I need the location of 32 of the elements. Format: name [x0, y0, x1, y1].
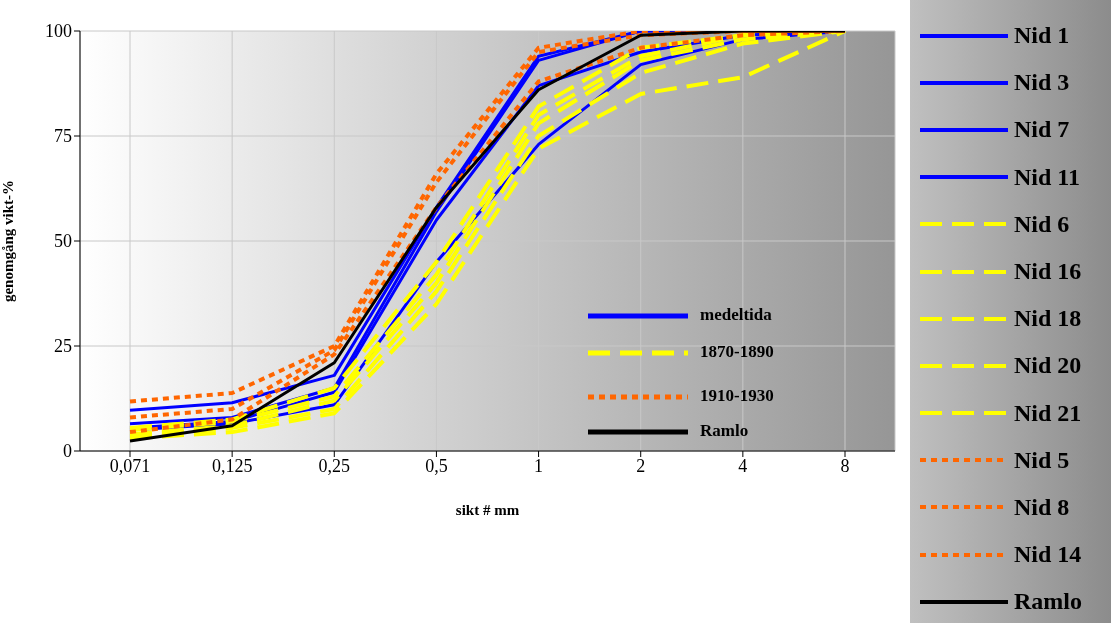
legend-label: Nid 8: [1014, 493, 1070, 521]
x-tick-label: 0,25: [318, 455, 351, 476]
x-tick-label: 8: [840, 455, 850, 476]
x-tick-label: 2: [636, 455, 646, 476]
legend-label: Nid 11: [1014, 163, 1081, 191]
legend-label: Nid 20: [1014, 352, 1082, 380]
legend-label: Nid 3: [1014, 69, 1070, 97]
legend-label: Nid 16: [1014, 258, 1082, 286]
legend-label: Nid 21: [1014, 399, 1082, 427]
x-tick-label: 0,125: [211, 455, 253, 476]
x-axis-title: sikt # mm: [455, 502, 520, 518]
y-tick-label: 0: [63, 441, 72, 462]
annotation: 1910-1930: [700, 386, 774, 406]
legend-label: Nid 18: [1014, 305, 1082, 333]
x-tick-label: 0,071: [109, 455, 151, 476]
annotation: medeltida: [700, 305, 772, 325]
legend-label: Nid 6: [1014, 210, 1070, 238]
x-tick-label: 1: [534, 455, 544, 476]
annotation: 1870-1890: [700, 342, 774, 362]
legend-label: Nid 14: [1014, 541, 1082, 569]
legend-label: Nid 7: [1014, 116, 1070, 144]
legend-label: Nid 1: [1014, 22, 1070, 50]
x-tick-label: 0,5: [425, 455, 448, 476]
y-tick-label: 100: [45, 21, 72, 42]
x-tick-label: 4: [738, 455, 748, 476]
annotation: Ramlo: [700, 421, 749, 441]
y-tick-label: 50: [54, 231, 72, 252]
legend-label: Nid 5: [1014, 446, 1070, 474]
legend-label: Ramlo: [1014, 588, 1082, 616]
y-tick-label: 75: [54, 126, 72, 147]
y-tick-label: 25: [54, 336, 72, 357]
y-axis-title: genomgång vikt-%: [0, 179, 17, 303]
